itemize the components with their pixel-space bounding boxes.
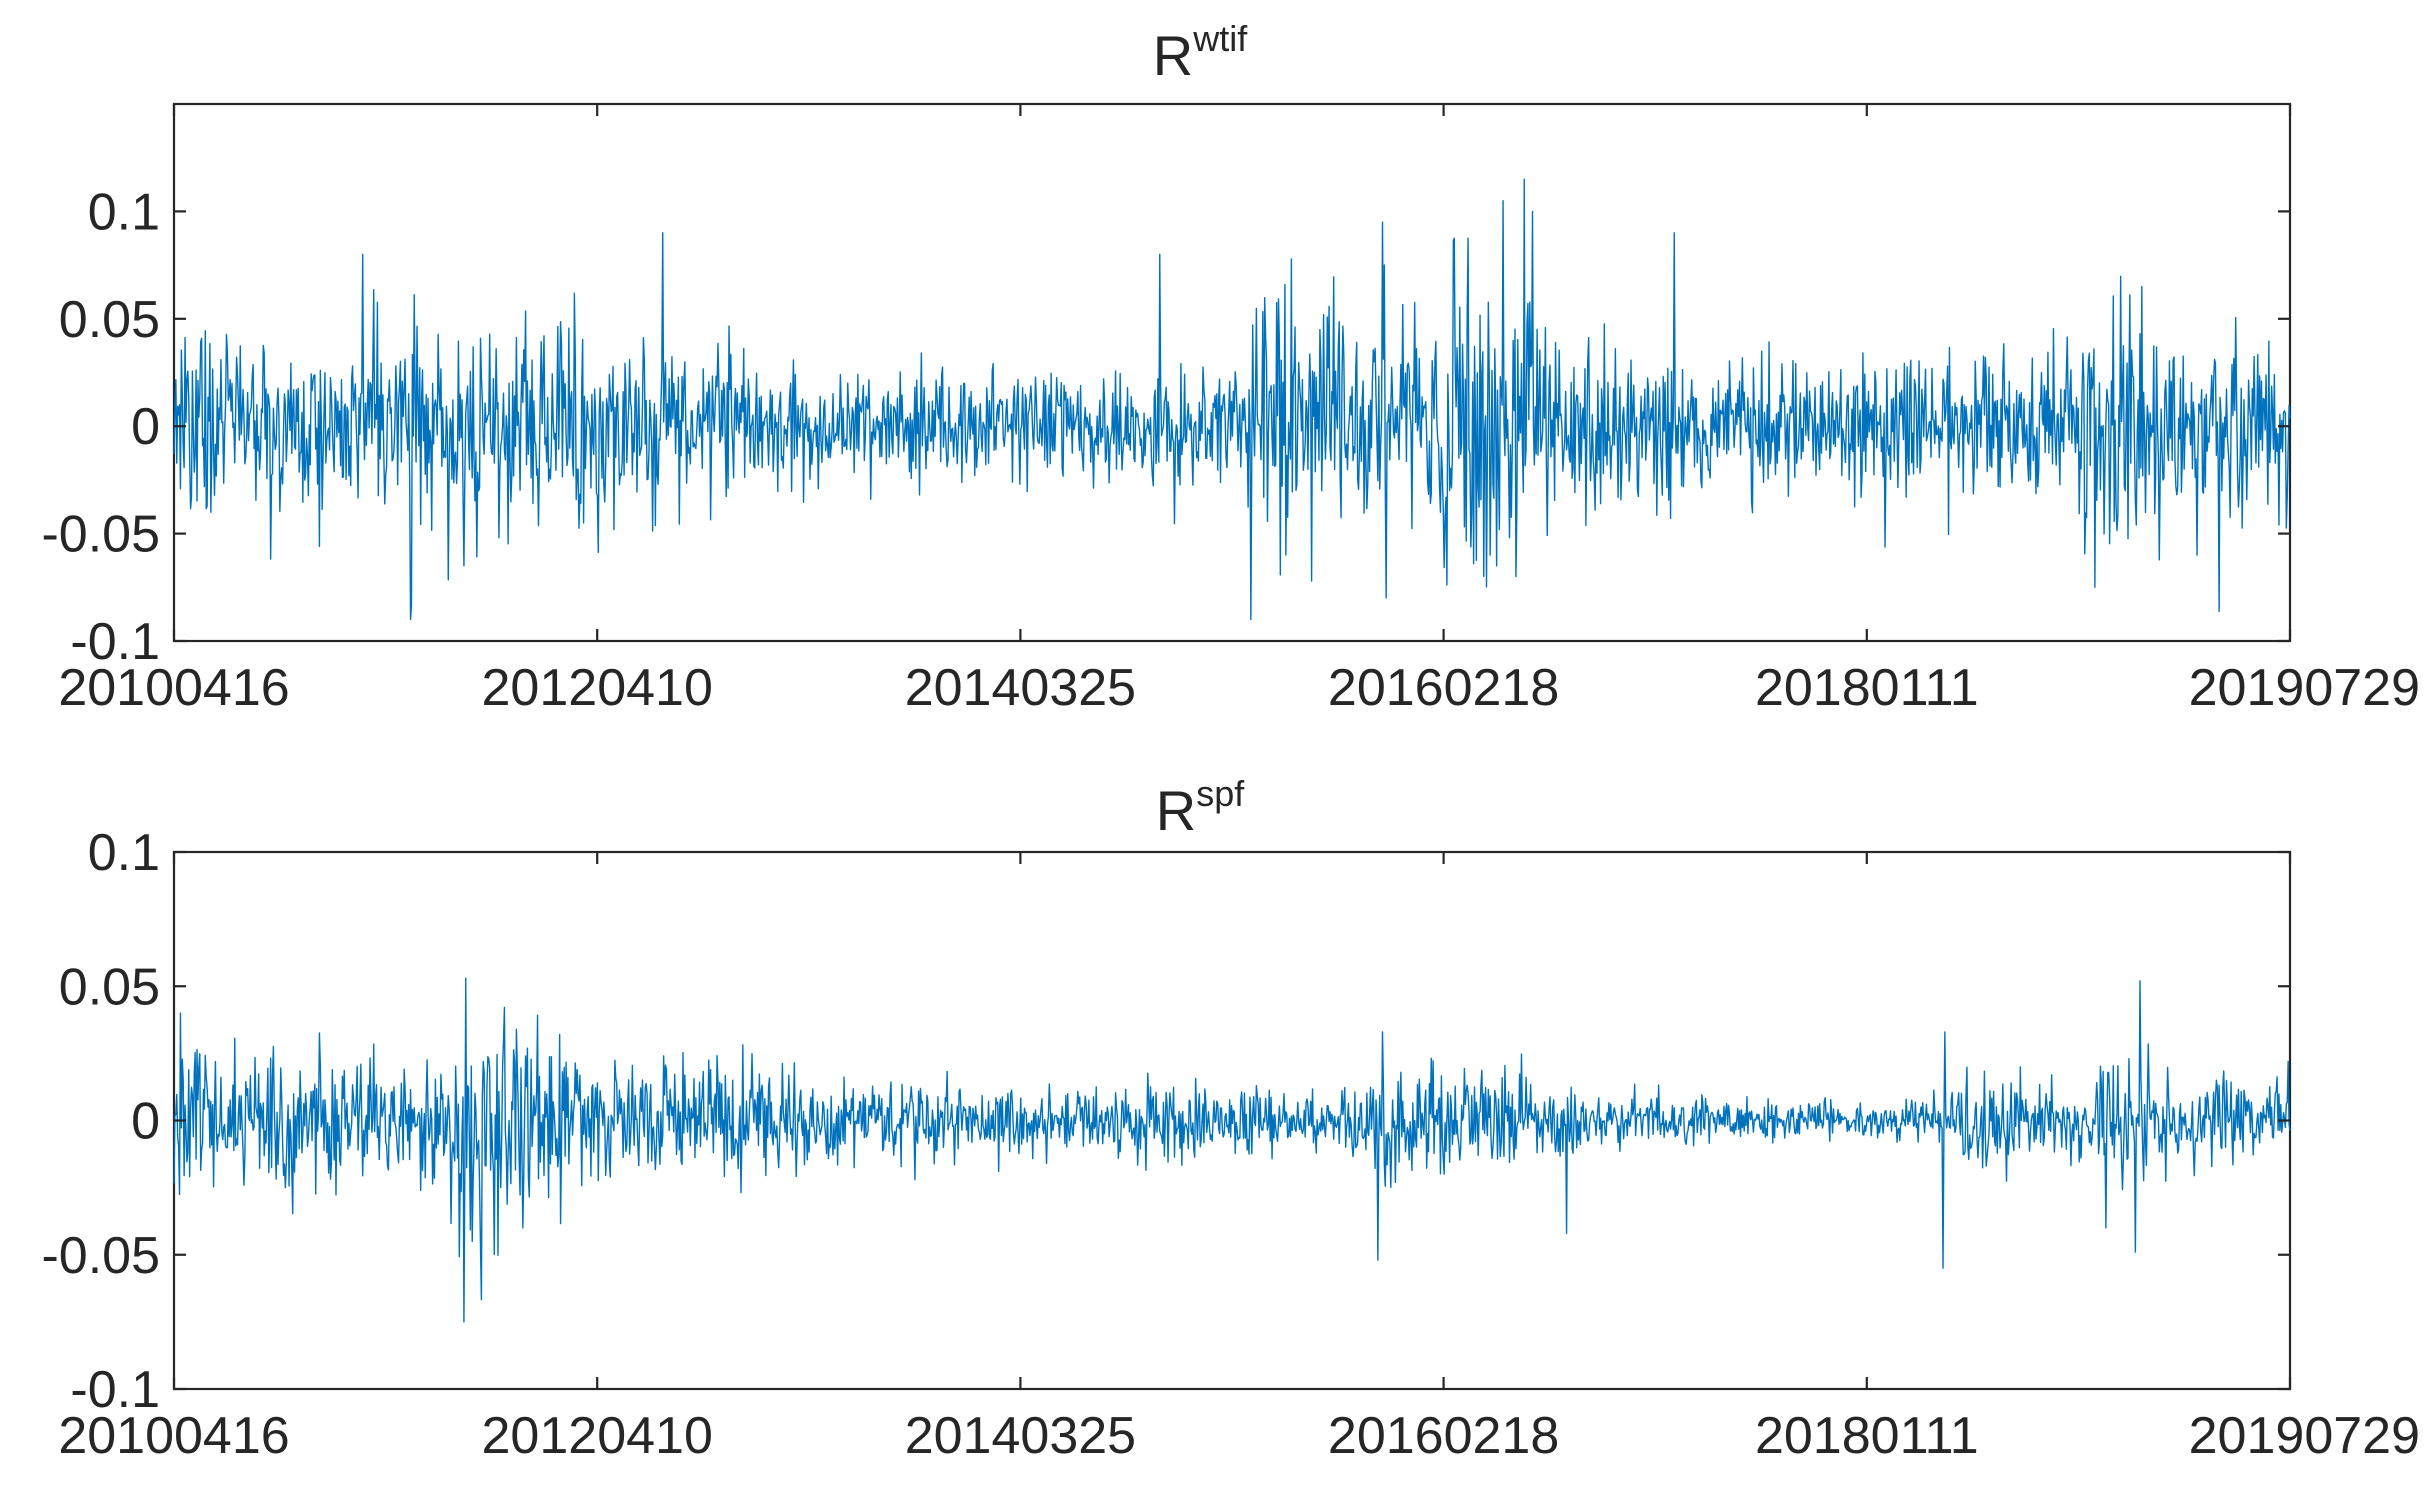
series-layer-wtif <box>173 178 2291 621</box>
y-tick-label: 0 <box>131 1093 160 1151</box>
plot-area-spf: -0.1 -0.05 0 0.05 0.1 20100416 20120410 2014032… <box>41 824 2420 1465</box>
y-tick-label: 0.05 <box>59 291 160 349</box>
series-line-wtif <box>173 178 2291 621</box>
tick-labels-layer-spf: -0.1 -0.05 0 0.05 0.1 20100416 20120410 2014032… <box>41 824 2420 1465</box>
x-tick-label: 20140325 <box>905 659 1136 717</box>
x-tick-label: 20160218 <box>1328 659 1559 717</box>
ticks-layer-wtif <box>172 104 2292 643</box>
x-tick-label: 20190729 <box>2189 659 2420 717</box>
series-line-spf <box>173 977 2291 1323</box>
x-tick-label: 20180111 <box>1755 1407 1979 1465</box>
x-tick-label: 20100416 <box>58 1407 289 1465</box>
x-tick-label: 20140325 <box>905 1407 1136 1465</box>
y-tick-label: 0.1 <box>88 824 160 882</box>
plot-area-wtif: -0.1 -0.05 0 0.05 0.1 20100416 20120410 2014032… <box>41 102 2420 717</box>
chart-title-base: R <box>1153 24 1193 87</box>
x-tick-label: 20120410 <box>482 659 713 717</box>
y-tick-label: -0.05 <box>41 506 160 564</box>
chart-title-superscript: wtif <box>1192 18 1248 59</box>
chart-title-wtif: Rwtif <box>1153 18 1248 87</box>
x-tick-label: 20190729 <box>2189 1407 2420 1465</box>
series-layer-spf <box>173 977 2291 1323</box>
chart-title-spf: Rspf <box>1156 773 1245 842</box>
y-tick-label: -0.1 <box>70 1361 160 1419</box>
y-tick-label: 0 <box>131 398 160 456</box>
tick-labels-layer-wtif: -0.1 -0.05 0 0.05 0.1 20100416 20120410 2014032… <box>41 183 2420 717</box>
x-tick-label: 20100416 <box>58 659 289 717</box>
x-tick-label: 20120410 <box>482 1407 713 1465</box>
axes-frame-wtif <box>172 102 2292 643</box>
chart-panel-spf: Rspf -0.1 -0.05 0 0.05 0.1 20100416 20120410 20… <box>41 773 2420 1465</box>
y-tick-label: -0.05 <box>41 1227 160 1285</box>
x-tick-label: 20180111 <box>1755 659 1979 717</box>
chart-title-superscript: spf <box>1196 773 1245 814</box>
y-tick-label: 0.1 <box>88 183 160 241</box>
x-tick-label: 20160218 <box>1328 1407 1559 1465</box>
y-tick-label: -0.1 <box>70 613 160 671</box>
ticks-layer-spf <box>172 850 2292 1391</box>
y-tick-label: 0.05 <box>59 958 160 1016</box>
chart-panel-wtif: Rwtif -0.1 -0.05 0 0.05 0.1 20100416 20120410 2… <box>41 18 2420 717</box>
chart-title-base: R <box>1156 779 1196 842</box>
